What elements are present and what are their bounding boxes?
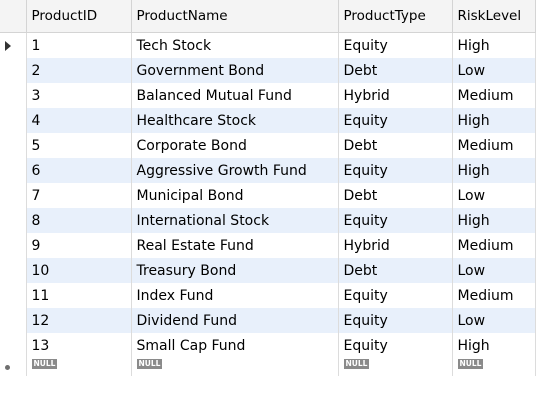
column-header-productid[interactable]: ProductID — [26, 0, 132, 33]
null-badge: NULL — [457, 359, 484, 369]
cell-producttype[interactable]: Equity — [338, 158, 453, 183]
table-row[interactable]: 11 Index Fund Equity Medium — [0, 283, 536, 308]
new-cell-producttype[interactable]: NULL — [338, 358, 453, 376]
cell-productid[interactable]: 5 — [26, 133, 132, 158]
cell-productid[interactable]: 9 — [26, 233, 132, 258]
cell-productname[interactable]: Small Cap Fund — [131, 333, 339, 358]
cell-productname[interactable]: Real Estate Fund — [131, 233, 339, 258]
table-row[interactable]: 13 Small Cap Fund Equity High — [0, 333, 536, 358]
column-header-producttype[interactable]: ProductType — [338, 0, 453, 33]
row-selector[interactable] — [0, 333, 27, 358]
row-selector[interactable] — [0, 83, 27, 108]
table-row[interactable]: 3 Balanced Mutual Fund Hybrid Medium — [0, 83, 536, 108]
cell-productid[interactable]: 11 — [26, 283, 132, 308]
null-badge: NULL — [343, 359, 370, 369]
cell-productname[interactable]: Balanced Mutual Fund — [131, 83, 339, 108]
table-row[interactable]: 5 Corporate Bond Debt Medium — [0, 133, 536, 158]
row-selector[interactable] — [0, 108, 27, 133]
result-rows: 1 Tech Stock Equity High 2 Government Bond Deb… — [0, 32, 536, 376]
new-cell-productid[interactable]: NULL — [26, 358, 132, 376]
row-selector[interactable] — [0, 308, 27, 333]
cell-risklevel[interactable]: Medium — [452, 233, 536, 258]
cell-risklevel[interactable]: Low — [452, 308, 536, 333]
cell-producttype[interactable]: Equity — [338, 308, 453, 333]
cell-producttype[interactable]: Hybrid — [338, 233, 453, 258]
new-cell-productname[interactable]: NULL — [131, 358, 339, 376]
row-selector[interactable] — [0, 183, 27, 208]
cell-producttype[interactable]: Equity — [338, 333, 453, 358]
cell-producttype[interactable]: Debt — [338, 258, 453, 283]
cell-productid[interactable]: 6 — [26, 158, 132, 183]
cell-productid[interactable]: 3 — [26, 83, 132, 108]
row-selector[interactable] — [0, 283, 27, 308]
cell-risklevel[interactable]: Medium — [452, 83, 536, 108]
null-badge: NULL — [31, 359, 58, 369]
cell-productid[interactable]: 7 — [26, 183, 132, 208]
cell-productname[interactable]: Dividend Fund — [131, 308, 339, 333]
cell-risklevel[interactable]: Medium — [452, 283, 536, 308]
row-selector[interactable] — [0, 233, 27, 258]
cell-productname[interactable]: Corporate Bond — [131, 133, 339, 158]
cell-risklevel[interactable]: High — [452, 158, 536, 183]
table-row[interactable]: 12 Dividend Fund Equity Low — [0, 308, 536, 333]
cell-producttype[interactable]: Debt — [338, 183, 453, 208]
column-header-productname[interactable]: ProductName — [131, 0, 339, 33]
cell-productid[interactable]: 8 — [26, 208, 132, 233]
cell-productname[interactable]: International Stock — [131, 208, 339, 233]
row-selector[interactable] — [0, 133, 27, 158]
table-row[interactable]: 1 Tech Stock Equity High — [0, 32, 536, 58]
cell-productid[interactable]: 13 — [26, 333, 132, 358]
row-selector[interactable] — [0, 208, 27, 233]
cell-productid[interactable]: 2 — [26, 58, 132, 83]
new-row-dot-icon — [5, 364, 10, 370]
cell-producttype[interactable]: Hybrid — [338, 83, 453, 108]
row-selector[interactable] — [0, 158, 27, 183]
cell-productname[interactable]: Aggressive Growth Fund — [131, 158, 339, 183]
table-row[interactable]: 7 Municipal Bond Debt Low — [0, 183, 536, 208]
cell-productname[interactable]: Index Fund — [131, 283, 339, 308]
table-row[interactable]: 9 Real Estate Fund Hybrid Medium — [0, 233, 536, 258]
cell-producttype[interactable]: Equity — [338, 32, 453, 58]
cell-productname[interactable]: Treasury Bond — [131, 258, 339, 283]
cell-productid[interactable]: 4 — [26, 108, 132, 133]
cell-productname[interactable]: Government Bond — [131, 58, 339, 83]
table-row[interactable]: 8 International Stock Equity High — [0, 208, 536, 233]
new-cell-risklevel[interactable]: NULL — [452, 358, 536, 376]
cell-productid[interactable]: 1 — [26, 32, 132, 58]
row-selector[interactable] — [0, 58, 27, 83]
cell-risklevel[interactable]: Low — [452, 58, 536, 83]
cell-risklevel[interactable]: High — [452, 333, 536, 358]
null-badge: NULL — [136, 359, 163, 369]
cell-productname[interactable]: Healthcare Stock — [131, 108, 339, 133]
cell-producttype[interactable]: Debt — [338, 133, 453, 158]
table-row[interactable]: 6 Aggressive Growth Fund Equity High — [0, 158, 536, 183]
header-row: ProductID ProductName ProductType RiskLe… — [0, 0, 536, 33]
new-row[interactable]: NULL NULL NULL NULL — [0, 358, 536, 376]
cell-productname[interactable]: Municipal Bond — [131, 183, 339, 208]
cell-risklevel[interactable]: High — [452, 208, 536, 233]
row-selector[interactable] — [0, 258, 27, 283]
result-table: ProductID ProductName ProductType RiskLe… — [0, 0, 536, 376]
cell-producttype[interactable]: Debt — [338, 58, 453, 83]
current-row-arrow-icon — [5, 40, 11, 51]
row-selector[interactable] — [0, 32, 27, 58]
cell-producttype[interactable]: Equity — [338, 108, 453, 133]
cell-producttype[interactable]: Equity — [338, 283, 453, 308]
row-selector[interactable] — [0, 358, 27, 376]
cell-producttype[interactable]: Equity — [338, 208, 453, 233]
table-row[interactable]: 4 Healthcare Stock Equity High — [0, 108, 536, 133]
table-row[interactable]: 10 Treasury Bond Debt Low — [0, 258, 536, 283]
cell-productid[interactable]: 10 — [26, 258, 132, 283]
cell-risklevel[interactable]: Medium — [452, 133, 536, 158]
cell-productname[interactable]: Tech Stock — [131, 32, 339, 58]
row-selector-header[interactable] — [0, 0, 27, 33]
table-row[interactable]: 2 Government Bond Debt Low — [0, 58, 536, 83]
cell-risklevel[interactable]: High — [452, 32, 536, 58]
cell-risklevel[interactable]: High — [452, 108, 536, 133]
cell-risklevel[interactable]: Low — [452, 258, 536, 283]
cell-productid[interactable]: 12 — [26, 308, 132, 333]
column-header-risklevel[interactable]: RiskLevel — [452, 0, 536, 33]
cell-risklevel[interactable]: Low — [452, 183, 536, 208]
